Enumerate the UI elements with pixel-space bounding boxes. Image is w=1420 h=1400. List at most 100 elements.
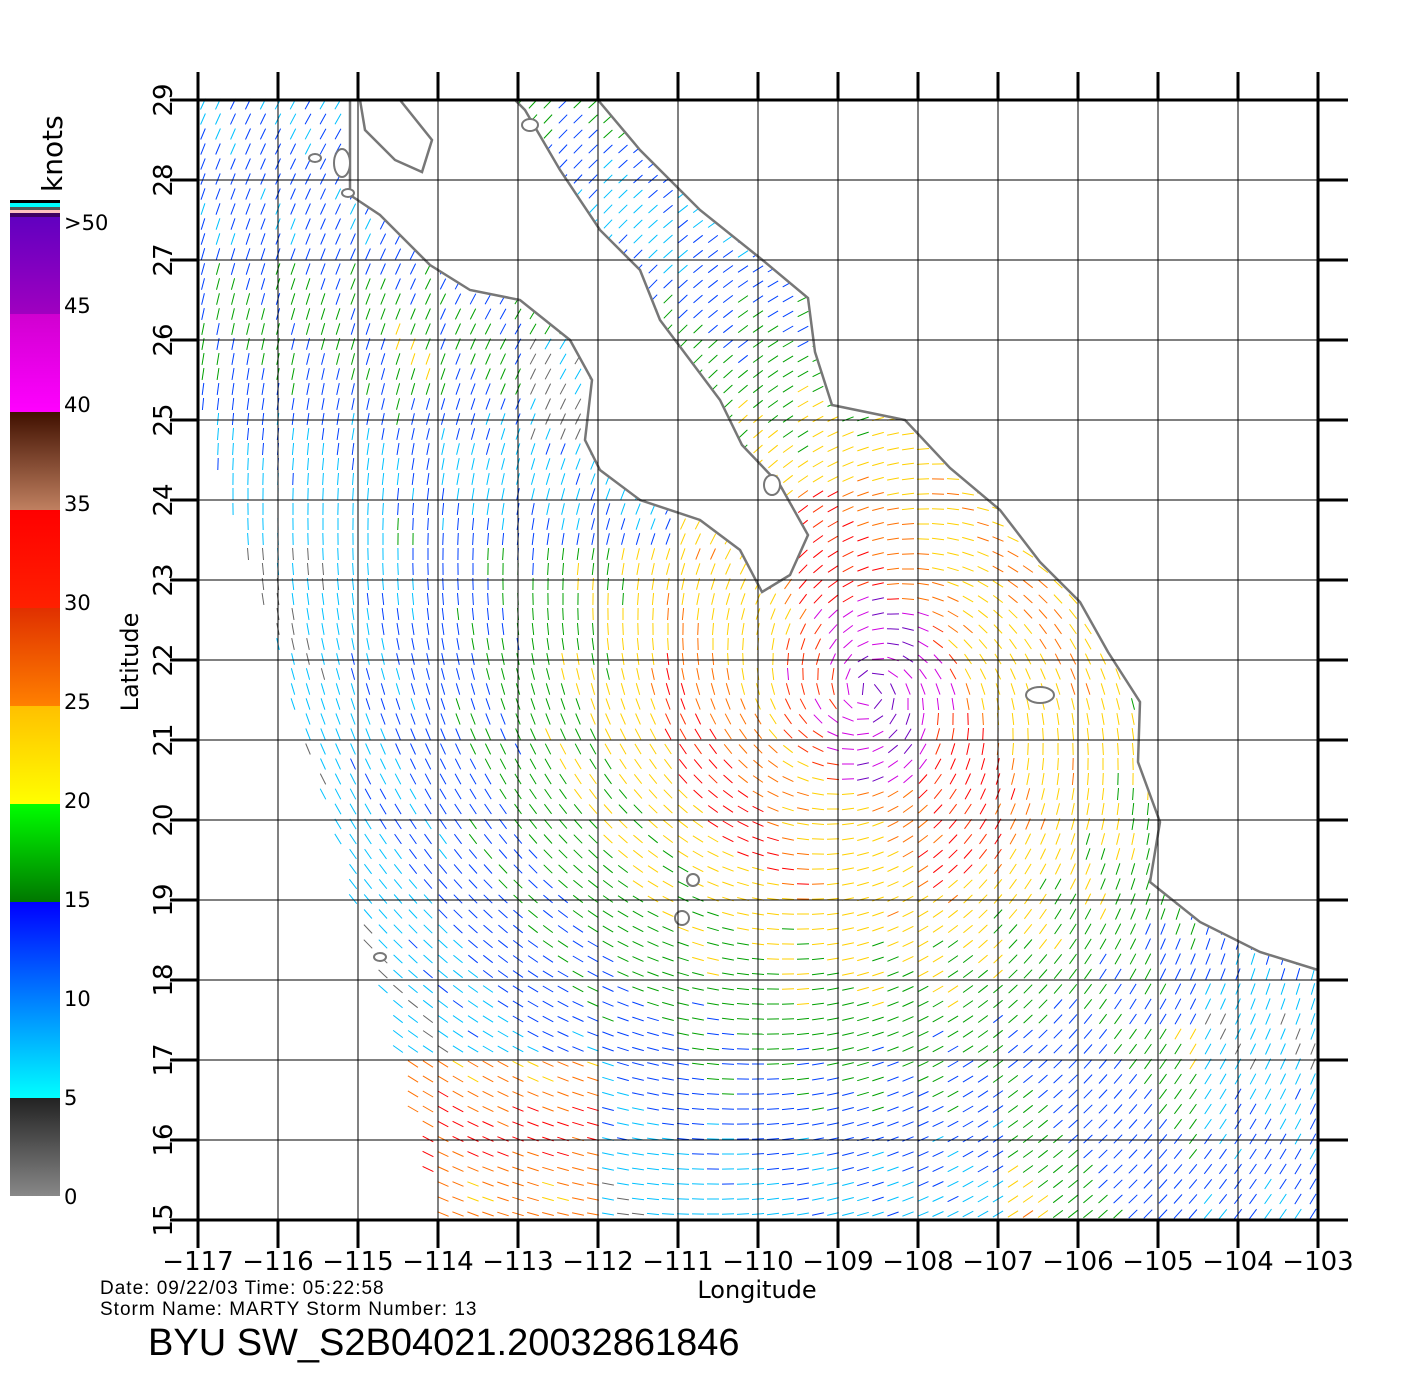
wind-vector: [917, 880, 929, 888]
wind-vector: [1038, 954, 1048, 964]
wind-vector: [261, 593, 265, 605]
wind-vector: [485, 398, 491, 410]
wind-vector: [680, 518, 686, 530]
wind-vector: [557, 1031, 569, 1037]
wind-vector: [647, 910, 659, 918]
wind-vector: [528, 864, 538, 874]
wind-vector: [771, 638, 775, 650]
wind-vector: [557, 1121, 569, 1127]
wind-vector: [695, 548, 701, 560]
wind-vector: [722, 911, 734, 917]
wind-vector: [572, 925, 584, 933]
wind-vector: [605, 683, 611, 695]
wind-vector: [1099, 953, 1107, 965]
wind-vector: [1219, 1043, 1227, 1055]
wind-vector: [381, 398, 385, 410]
wind-vector: [543, 894, 553, 904]
wind-vector: [1022, 565, 1034, 573]
wind-vector: [902, 910, 914, 918]
wind-vector: [468, 879, 478, 889]
wind-vector: [487, 547, 489, 561]
wind-vector: [767, 882, 779, 886]
wind-vector: [722, 972, 734, 976]
wind-vector: [483, 894, 493, 904]
wind-vector: [452, 1075, 464, 1083]
wind-vector: [618, 189, 628, 199]
wind-vector: [486, 607, 490, 621]
wind-vector: [290, 293, 296, 305]
wind-vector: [528, 834, 538, 844]
wind-vector: [632, 865, 644, 873]
wind-vector: [337, 487, 339, 501]
wind-vector: [691, 1108, 705, 1110]
wind-vector: [367, 502, 369, 516]
wind-vector: [422, 1030, 434, 1038]
wind-vector: [319, 113, 327, 125]
wind-vector: [1279, 1103, 1287, 1115]
wind-vector: [365, 293, 371, 305]
wind-vector: [439, 758, 447, 770]
wind-vector: [527, 985, 539, 993]
wind-vector: [1025, 803, 1031, 815]
wind-vector: [1008, 624, 1018, 634]
wind-vector: [811, 972, 825, 976]
wind-vector: [887, 866, 899, 872]
wind-vector: [498, 833, 508, 845]
wind-vector: [932, 1165, 944, 1173]
wind-vector: [647, 834, 659, 844]
wind-vector: [336, 442, 340, 456]
wind-vector: [857, 611, 869, 617]
wind-vector: [544, 743, 552, 755]
wind-vector: [932, 1015, 944, 1023]
wind-vector: [692, 850, 704, 858]
wind-vector: [470, 413, 476, 425]
wind-vector: [797, 1167, 809, 1171]
wind-vector: [679, 743, 687, 755]
wind-vector: [677, 926, 689, 932]
wind-vector: [543, 114, 553, 124]
wind-vector: [646, 1077, 660, 1081]
wind-vector: [1010, 788, 1016, 800]
wind-vector: [230, 143, 236, 155]
wind-vector: [587, 879, 599, 889]
wind-vector: [618, 849, 628, 859]
wind-vector: [1039, 863, 1047, 875]
wind-vector: [590, 713, 596, 725]
wind-vector: [305, 218, 311, 230]
wind-vector: [1310, 1073, 1316, 1085]
wind-vector: [857, 986, 869, 992]
wind-vector: [725, 563, 731, 575]
wind-vector: [1295, 998, 1301, 1010]
wind-vector: [215, 158, 221, 170]
wind-vector: [978, 848, 988, 860]
wind-vector: [633, 834, 643, 844]
wind-vector: [782, 295, 794, 303]
wind-vector: [798, 564, 808, 574]
wind-vector: [366, 608, 370, 620]
wind-vector: [947, 552, 959, 556]
wind-vector: [425, 368, 431, 380]
wind-vector: [527, 924, 539, 934]
wind-vector: [485, 428, 491, 440]
wind-vector: [692, 804, 704, 814]
wind-vector: [604, 728, 612, 740]
wind-vector: [482, 1105, 494, 1113]
wind-vector: [842, 1152, 854, 1156]
wind-vector: [1279, 1133, 1287, 1145]
wind-vector: [380, 248, 386, 260]
wind-vector: [232, 427, 234, 441]
wind-vector: [531, 622, 535, 636]
wind-vector: [454, 773, 462, 785]
wind-vector: [982, 727, 984, 741]
wind-vector: [707, 234, 719, 244]
wind-vector: [455, 713, 461, 725]
wind-vector: [527, 1151, 539, 1157]
wind-vector: [977, 595, 989, 603]
wind-vector: [950, 758, 956, 770]
wind-vector: [260, 143, 266, 155]
wind-vector: [857, 581, 869, 587]
wind-vector: [305, 263, 311, 275]
wind-vector: [396, 472, 400, 486]
wind-vector: [662, 850, 674, 858]
wind-vector: [486, 517, 490, 531]
